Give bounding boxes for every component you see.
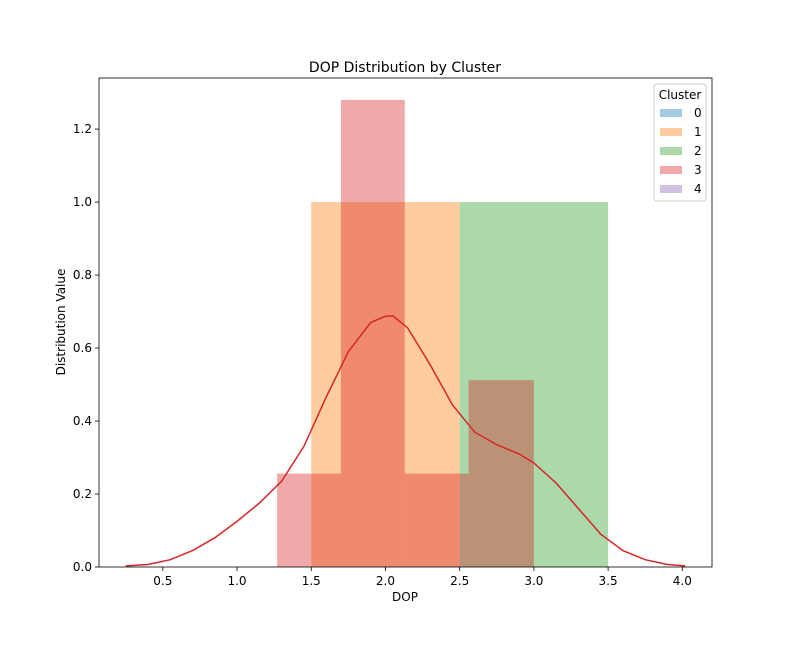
y-axis-label: Distribution Value bbox=[54, 269, 68, 376]
y-tick-label: 0.2 bbox=[73, 487, 92, 501]
x-axis: 0.5 1.0 1.5 2.0 2.5 3.0 3.5 4.0 bbox=[153, 567, 692, 588]
y-tick-label: 1.0 bbox=[73, 195, 92, 209]
x-tick-label: 3.5 bbox=[599, 574, 618, 588]
x-tick-label: 3.0 bbox=[524, 574, 543, 588]
x-tick-label: 2.0 bbox=[376, 574, 395, 588]
legend-swatch-1 bbox=[660, 128, 682, 136]
y-tick-label: 0.0 bbox=[73, 560, 92, 574]
y-axis: 0.0 0.2 0.4 0.6 0.8 1.0 1.2 bbox=[73, 122, 99, 574]
legend-swatch-3 bbox=[660, 166, 682, 174]
x-tick-label: 4.0 bbox=[673, 574, 692, 588]
bar-cluster-3-0 bbox=[277, 473, 341, 567]
legend-swatch-2 bbox=[660, 147, 682, 155]
y-tick-label: 1.2 bbox=[73, 122, 92, 136]
bar-cluster-3-1 bbox=[340, 99, 405, 568]
bar-cluster-1-0 bbox=[311, 202, 460, 567]
histogram-bars bbox=[277, 99, 609, 568]
plot-area bbox=[99, 78, 712, 567]
legend-swatch-4 bbox=[660, 185, 682, 193]
kde-curve-cluster-3 bbox=[125, 315, 686, 567]
x-tick-label: 2.5 bbox=[450, 574, 469, 588]
bar-cluster-3-3 bbox=[468, 380, 534, 567]
bar-cluster-2-0 bbox=[459, 202, 609, 567]
x-tick-label: 1.0 bbox=[227, 574, 246, 588]
legend-label-1: 1 bbox=[694, 125, 702, 139]
legend-label-0: 0 bbox=[694, 106, 702, 120]
legend: Cluster 0 1 2 3 4 bbox=[653, 83, 707, 202]
legend-title: Cluster bbox=[659, 88, 702, 102]
x-tick-label: 1.5 bbox=[302, 574, 321, 588]
x-tick-label: 0.5 bbox=[153, 574, 172, 588]
legend-frame bbox=[653, 83, 707, 202]
chart-title: DOP Distribution by Cluster bbox=[309, 60, 501, 76]
legend-label-3: 3 bbox=[694, 163, 702, 177]
x-axis-label: DOP bbox=[392, 590, 418, 604]
y-tick-label: 0.8 bbox=[73, 268, 92, 282]
y-tick-label: 0.4 bbox=[73, 414, 92, 428]
legend-label-2: 2 bbox=[694, 144, 702, 158]
y-tick-label: 0.6 bbox=[73, 341, 92, 355]
legend-swatch-0 bbox=[660, 109, 682, 117]
plot-frame bbox=[98, 77, 713, 568]
bar-cluster-3-2 bbox=[404, 473, 469, 567]
legend-label-4: 4 bbox=[694, 182, 702, 196]
